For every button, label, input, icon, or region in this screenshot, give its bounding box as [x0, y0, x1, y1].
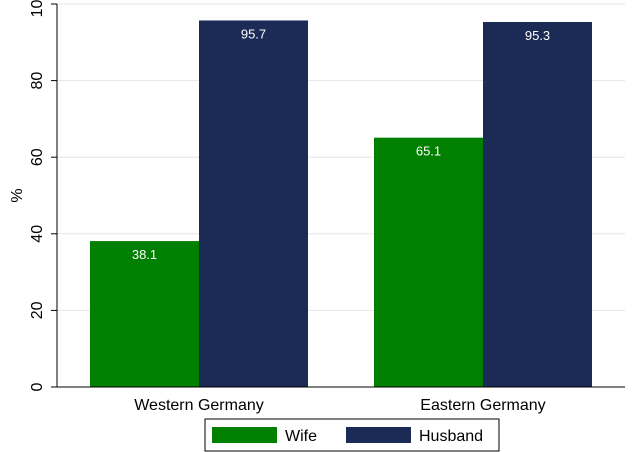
data-label: 95.7 — [241, 26, 266, 41]
x-category-label: Western Germany — [134, 397, 264, 414]
legend-swatch-wife — [212, 427, 277, 443]
data-labels: 38.1 95.7 65.1 95.3 — [132, 26, 550, 262]
data-label: 65.1 — [416, 144, 441, 159]
y-axis-title: % — [9, 188, 26, 202]
x-axis-ticks: Western Germany Eastern Germany — [134, 397, 545, 414]
y-axis-ticks: 0 20 40 60 80 100 — [29, 0, 57, 391]
data-label: 38.1 — [132, 247, 157, 262]
y-tick-label: 0 — [29, 382, 46, 391]
y-tick-label: 40 — [29, 225, 46, 243]
data-label: 95.3 — [525, 28, 550, 43]
bar-wife-1 — [90, 241, 199, 387]
bar-husband-2 — [483, 22, 592, 387]
y-tick-label: 60 — [29, 148, 46, 166]
y-tick-label: 100 — [29, 0, 46, 17]
x-category-label: Eastern Germany — [420, 397, 545, 414]
bars — [90, 20, 592, 388]
bar-wife-2 — [374, 137, 483, 387]
legend-swatch-husband — [346, 427, 411, 443]
legend-label-wife: Wife — [285, 428, 317, 445]
legend: Wife Husband — [204, 418, 500, 452]
y-tick-label: 80 — [29, 72, 46, 90]
y-tick-label: 20 — [29, 301, 46, 319]
legend-label-husband: Husband — [419, 428, 483, 445]
bar-husband-1 — [199, 20, 308, 388]
